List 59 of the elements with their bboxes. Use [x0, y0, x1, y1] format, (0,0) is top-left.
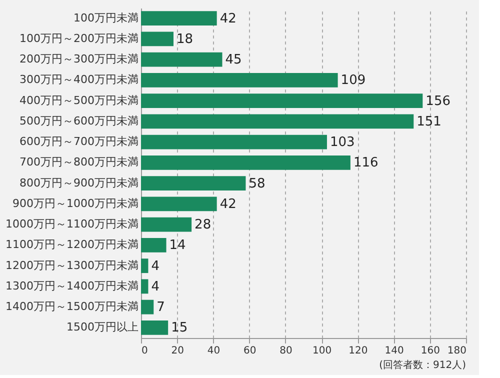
y-tick-label: 100万円～200万円未満: [20, 32, 138, 45]
y-tick-label: 900万円～1000万円未満: [12, 196, 138, 210]
x-tick-label: 20: [171, 346, 184, 356]
x-tick-label: 180: [447, 346, 466, 356]
y-tick-label: 500万円～600万円未満: [20, 114, 138, 128]
y-tick-label: 200万円～300万円未満: [20, 52, 138, 66]
data-label: 103: [330, 135, 355, 150]
data-label: 4: [151, 279, 160, 294]
bar: [141, 114, 414, 129]
bar: [141, 238, 166, 252]
y-tick-label: 1300万円～1400万円未満: [6, 279, 138, 292]
y-tick-label: 300万円～400万円未満: [20, 73, 138, 86]
x-tick-label: 140: [384, 346, 404, 356]
bar: [141, 94, 423, 108]
x-tick-label: 60: [243, 346, 256, 356]
data-label: 58: [248, 176, 266, 192]
bar: [141, 300, 154, 314]
bar: [141, 52, 222, 67]
x-tick-label: 160: [420, 346, 440, 356]
y-tick-label: 1500万円以上: [66, 320, 138, 334]
bar: [141, 32, 174, 46]
data-label: 18: [176, 32, 194, 47]
y-tick-label: 1400万円～1500万円未満: [6, 300, 138, 314]
y-tick-label: 1100万円～1200万円未満: [6, 238, 138, 252]
data-label: 15: [171, 320, 188, 336]
x-tick-label: 40: [207, 346, 220, 356]
y-tick-label: 1000万円～1100万円未満: [6, 218, 138, 231]
y-tick-label: 1200万円～1300万円未満: [6, 258, 138, 272]
bar: [141, 217, 192, 232]
x-tick-label: 100: [312, 346, 332, 356]
bar: [141, 258, 148, 274]
y-tick-label: 600万円～700万円未満: [20, 135, 138, 148]
x-tick-label: 0: [142, 346, 148, 356]
data-label: 156: [426, 94, 450, 109]
data-label: 151: [416, 114, 442, 130]
bar: [141, 134, 327, 150]
bar: [141, 279, 148, 294]
x-tick-label: 120: [348, 346, 368, 356]
y-tick-label: 100万円未満: [74, 11, 138, 24]
y-tick-label: 700万円～800万円未満: [20, 156, 138, 169]
bar: [141, 320, 168, 335]
bar: [141, 155, 350, 170]
data-label: 28: [194, 218, 212, 233]
text: (回答者数：912人): [379, 359, 466, 371]
y-tick-label: 400万円～500万円未満: [20, 94, 138, 107]
data-label: 109: [340, 73, 366, 88]
x-tick-label: 80: [280, 346, 292, 356]
data-label: 14: [169, 238, 186, 254]
data-label: 116: [353, 156, 378, 171]
data-label: 7: [156, 300, 165, 316]
bar: [141, 72, 338, 88]
y-tick-label: 800万円～900万円未満: [20, 176, 138, 190]
data-label: 45: [225, 52, 242, 68]
data-label: 42: [220, 196, 236, 212]
bar: [141, 11, 217, 26]
bar: [141, 176, 246, 191]
bar: [141, 196, 217, 212]
data-label: 42: [220, 11, 236, 26]
data-label: 4: [151, 258, 160, 274]
